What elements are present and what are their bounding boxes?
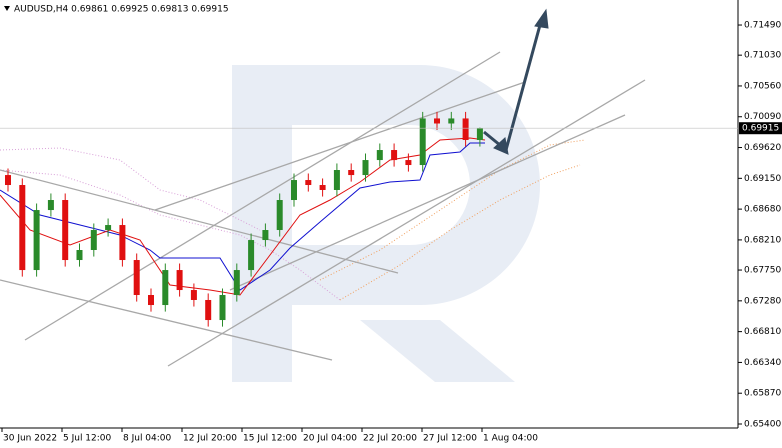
y-tick-label: 0.71490 — [744, 21, 781, 31]
candle-body — [33, 210, 40, 271]
candle-body — [448, 118, 455, 124]
candle-body — [305, 180, 312, 186]
candle-body — [119, 225, 126, 261]
candle-body — [419, 118, 426, 166]
y-tick-label: 0.67750 — [744, 266, 781, 276]
candle-body — [376, 150, 383, 161]
forecast-arrow — [483, 8, 549, 155]
x-tick-label: 8 Jul 04:00 — [123, 434, 172, 444]
x-tick-label: 12 Jul 20:00 — [183, 434, 237, 444]
candle-body — [333, 170, 340, 190]
last-price-box — [739, 122, 782, 135]
y-tick-label: 0.66340 — [744, 358, 781, 368]
y-tick-label: 0.65400 — [744, 420, 781, 430]
candle-body — [434, 118, 440, 124]
trend-lines — [0, 51, 646, 367]
candle-body — [205, 299, 212, 321]
candle-body — [319, 185, 326, 190]
title-marker — [4, 6, 10, 11]
candle-body — [76, 249, 83, 261]
candle-body — [476, 128, 483, 141]
candle-body — [248, 240, 255, 271]
x-tick-label: 27 Jul 12:00 — [423, 434, 477, 444]
y-tick-label: 0.66810 — [744, 327, 781, 337]
candle-body — [233, 270, 240, 296]
candle-body — [391, 150, 398, 161]
candle-body — [105, 225, 112, 231]
x-tick-label: 15 Jul 12:00 — [243, 434, 297, 444]
y-tick-label: 0.70090 — [744, 112, 781, 122]
candle-body — [162, 270, 169, 306]
candle-body — [405, 160, 412, 166]
x-tick-label: 30 Jun 2022 — [3, 434, 57, 444]
chart-title: AUDUSD,H4 0.69861 0.69925 0.69813 0.6991… — [14, 5, 229, 15]
y-tick-label: 0.69620 — [744, 143, 781, 153]
last-price-label: 0.69915 — [742, 124, 779, 134]
candle-body — [47, 200, 54, 211]
candle-body — [348, 170, 355, 176]
candle-body — [291, 180, 297, 201]
candle-body — [362, 160, 369, 176]
x-tick-label: 20 Jul 04:00 — [303, 434, 357, 444]
candle-body — [462, 118, 469, 141]
x-tick-label: 1 Aug 04:00 — [483, 434, 538, 444]
x-tick-label: 22 Jul 20:00 — [363, 434, 417, 444]
candle-body — [148, 295, 154, 306]
candle-body — [5, 175, 11, 186]
candle-body — [133, 260, 140, 296]
candle-body — [90, 230, 97, 250]
plot — [5, 111, 483, 327]
y-tick-label: 0.70560 — [744, 81, 781, 91]
y-tick-label: 0.67280 — [744, 296, 781, 306]
x-tick-label: 5 Jul 12:00 — [63, 434, 112, 444]
y-tick-label: 0.69150 — [744, 174, 781, 184]
candle-body — [176, 270, 183, 291]
y-tick-label: 0.65870 — [744, 389, 781, 399]
candle-body — [19, 185, 26, 271]
y-tick-label: 0.68680 — [744, 205, 781, 215]
candle-body — [219, 295, 226, 321]
candle-body — [190, 290, 197, 300]
candle-body — [262, 230, 269, 241]
candle-body — [62, 200, 69, 261]
y-tick-label: 0.68210 — [744, 235, 781, 245]
candle-body — [276, 200, 283, 231]
y-tick-label: 0.71030 — [744, 51, 781, 61]
kijun-line — [0, 142, 485, 291]
